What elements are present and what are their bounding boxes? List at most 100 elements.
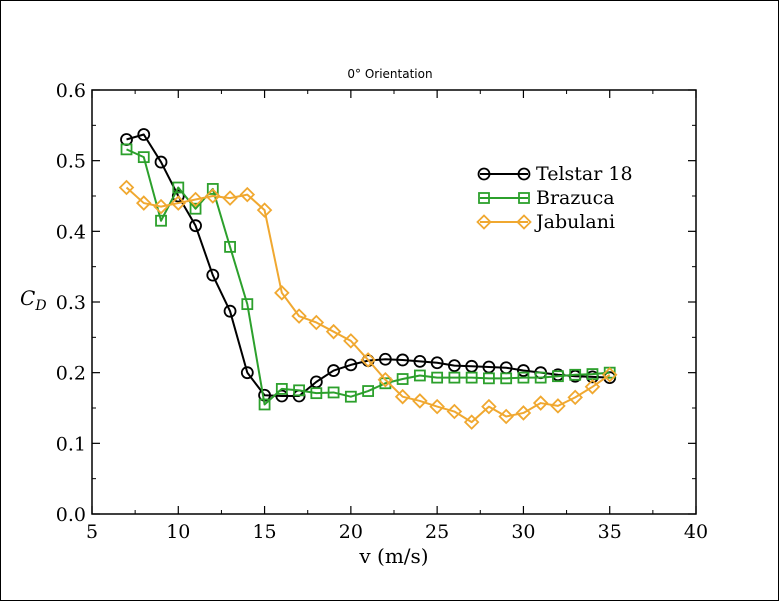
data-point-jabulani	[239, 186, 256, 203]
data-point-jabulani	[567, 389, 583, 406]
data-point-jabulani	[550, 398, 566, 414]
series-jabulani	[118, 179, 618, 430]
data-point-jabulani	[118, 179, 135, 196]
data-point-jabulani	[515, 405, 532, 421]
legend-item-jabulani: Jabulani	[476, 211, 615, 233]
data-point-telstar-18	[206, 268, 220, 282]
x-tick-label: 40	[684, 521, 708, 543]
data-point-telstar-18	[137, 128, 151, 141]
data-point-jabulani	[412, 393, 428, 409]
data-point-brazuca	[431, 371, 444, 384]
data-point-telstar-18	[189, 219, 202, 233]
legend-marker-brazuca	[518, 192, 530, 204]
data-point-telstar-18	[413, 354, 427, 368]
data-point-telstar-18	[223, 304, 237, 318]
data-point-jabulani	[205, 188, 221, 204]
x-tick-label: 20	[339, 521, 363, 543]
data-point-jabulani	[601, 367, 618, 383]
data-point-brazuca	[465, 371, 478, 384]
data-point-brazuca	[517, 371, 530, 384]
data-point-telstar-18	[344, 358, 358, 372]
data-point-brazuca	[327, 386, 340, 399]
x-tick-label: 15	[252, 521, 276, 543]
data-point-jabulani	[256, 202, 273, 218]
data-point-brazuca	[344, 390, 357, 403]
data-point-telstar-18	[154, 155, 168, 169]
data-point-jabulani	[463, 414, 480, 430]
x-axis-label: v (m/s)	[358, 544, 428, 568]
data-point-jabulani	[446, 403, 463, 420]
series-layer	[118, 128, 618, 430]
data-point-brazuca	[224, 240, 236, 253]
data-point-brazuca	[293, 384, 305, 397]
data-point-jabulani	[135, 195, 152, 211]
data-point-jabulani	[394, 388, 411, 405]
data-point-jabulani	[222, 190, 238, 206]
legend-item-brazuca: Brazuca	[478, 187, 615, 209]
data-point-jabulani	[170, 195, 187, 211]
legend-marker-telstar-18	[477, 167, 491, 181]
chart-title: 0° Orientation	[347, 67, 432, 81]
data-point-brazuca	[189, 202, 202, 215]
y-axis-label: CD	[20, 286, 47, 314]
data-point-jabulani	[187, 191, 204, 208]
data-point-brazuca	[275, 383, 288, 395]
legend-marker-jabulani	[516, 214, 532, 230]
data-point-telstar-18	[447, 359, 461, 373]
y-tick-label: 0.2	[56, 363, 86, 385]
x-tick-label: 35	[598, 521, 622, 543]
y-tick-label: 0.5	[56, 151, 86, 173]
data-point-brazuca	[241, 298, 254, 311]
data-point-telstar-18	[240, 366, 254, 380]
data-point-jabulani	[274, 285, 290, 301]
data-point-jabulani	[343, 333, 359, 349]
data-point-jabulani	[360, 352, 376, 368]
x-tick-label: 5	[86, 521, 98, 543]
data-point-brazuca	[258, 398, 271, 411]
data-point-brazuca	[534, 371, 547, 384]
data-point-brazuca	[500, 372, 513, 385]
data-point-brazuca	[172, 181, 185, 194]
legend-item-telstar-18: Telstar 18	[477, 163, 633, 185]
data-point-brazuca	[396, 373, 409, 385]
data-point-jabulani	[291, 308, 307, 324]
data-point-jabulani	[429, 398, 445, 415]
axis-ticks: 5 10 15 20 25 30 35 40 0.0 0.1 0.2 0.3 0.4 0.5 0.6	[56, 80, 708, 543]
data-point-jabulani	[532, 395, 549, 411]
data-point-telstar-18	[430, 356, 444, 370]
data-point-brazuca	[206, 183, 219, 195]
legend-marker-brazuca	[478, 192, 490, 204]
legend-marker-jabulani	[476, 214, 492, 230]
data-point-brazuca	[483, 372, 495, 385]
data-point-brazuca	[137, 151, 150, 164]
x-tick-label: 30	[511, 521, 535, 543]
data-point-telstar-18	[517, 364, 530, 377]
y-tick-label: 0.1	[56, 433, 86, 455]
legend-marker-telstar-18	[517, 167, 531, 181]
data-point-jabulani	[377, 371, 394, 388]
y-tick-label: 0.4	[56, 221, 86, 243]
legend-label-telstar-18: Telstar 18	[536, 163, 633, 185]
data-point-telstar-18	[396, 353, 410, 367]
data-point-brazuca	[448, 371, 461, 384]
data-point-jabulani	[584, 379, 601, 395]
data-point-telstar-18	[275, 389, 289, 403]
data-point-brazuca	[569, 368, 582, 381]
legend-label-jabulani: Jabulani	[534, 211, 615, 233]
data-point-brazuca	[155, 214, 167, 227]
data-point-jabulani	[308, 314, 325, 331]
x-tick-label: 25	[425, 521, 449, 543]
data-point-brazuca	[310, 387, 323, 400]
y-tick-label: 0.0	[56, 504, 86, 526]
data-point-jabulani	[153, 198, 169, 215]
data-point-jabulani	[481, 398, 497, 415]
data-point-brazuca	[552, 370, 564, 383]
y-tick-label: 0.6	[56, 80, 86, 102]
x-tick-label: 10	[166, 521, 190, 543]
data-point-brazuca	[362, 385, 375, 397]
data-point-brazuca	[120, 143, 133, 156]
data-point-telstar-18	[327, 364, 341, 377]
